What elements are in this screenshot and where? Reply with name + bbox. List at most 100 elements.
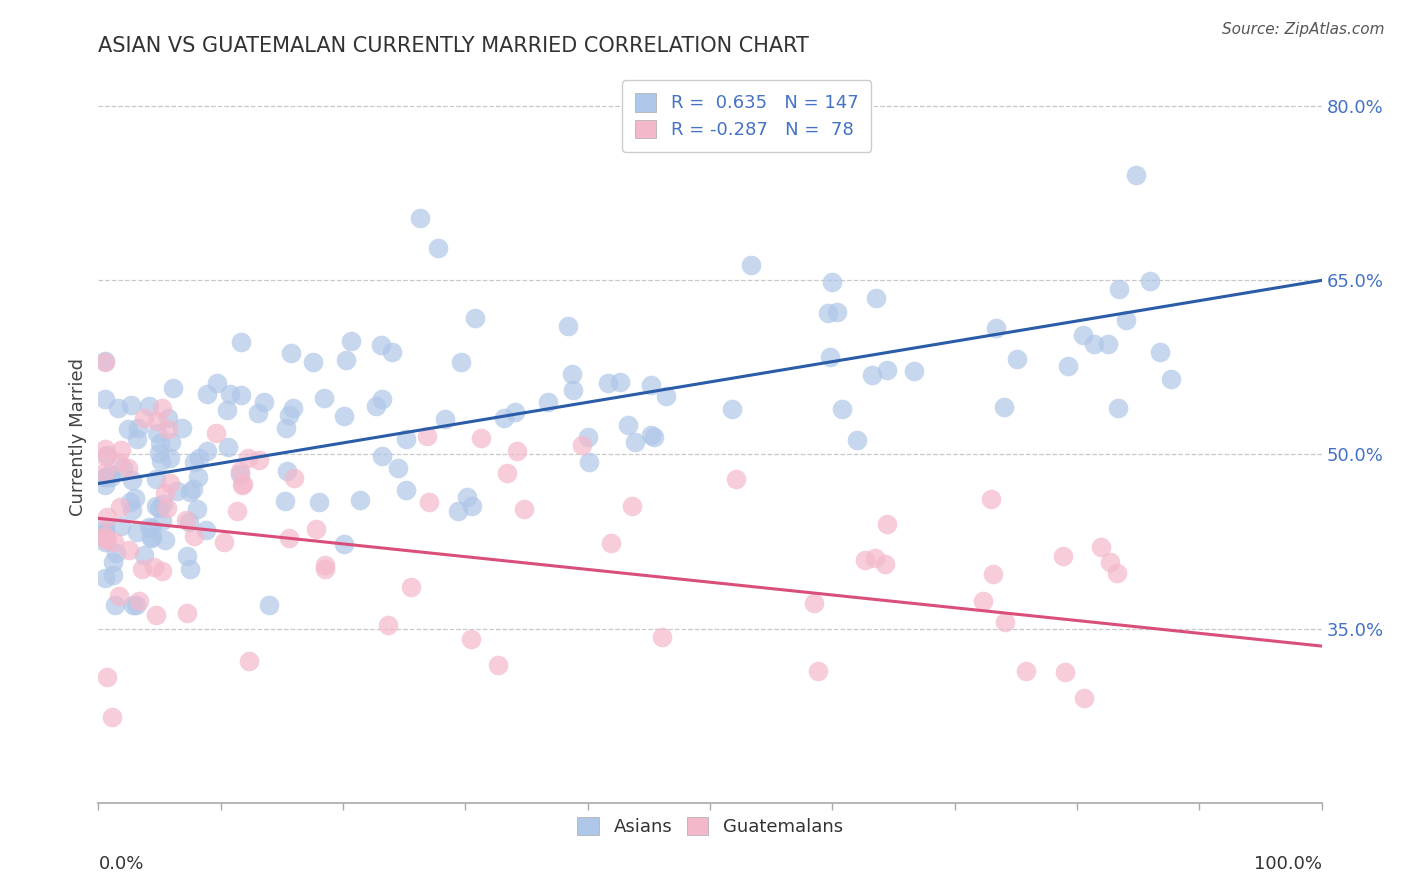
Point: [145, 500, 167, 514]
Point: [447, 504, 470, 518]
Point: [231, 334, 253, 349]
Point: [187, 451, 209, 466]
Point: [620, 500, 643, 514]
Point: [159, 451, 181, 466]
Point: [121, 503, 143, 517]
Point: [93, 466, 115, 480]
Point: [156, 410, 179, 425]
Point: [160, 434, 183, 449]
Point: [302, 355, 325, 369]
Point: [93, 478, 115, 492]
Point: [876, 362, 898, 376]
Point: [174, 513, 197, 527]
Point: [281, 401, 304, 415]
Point: [179, 562, 201, 576]
Point: [122, 599, 145, 613]
Point: [176, 549, 198, 563]
Point: [276, 464, 298, 478]
Point: [1057, 359, 1080, 373]
Point: [387, 460, 409, 475]
Point: [609, 375, 631, 389]
Point: [624, 434, 647, 449]
Point: [236, 450, 259, 465]
Point: [1139, 274, 1161, 288]
Point: [643, 430, 665, 444]
Point: [1149, 344, 1171, 359]
Point: [142, 560, 165, 574]
Point: [818, 350, 841, 364]
Point: [571, 438, 593, 452]
Point: [1073, 328, 1095, 343]
Point: [253, 395, 276, 409]
Point: [1054, 665, 1077, 679]
Point: [107, 401, 129, 416]
Point: [1108, 283, 1130, 297]
Point: [117, 461, 139, 475]
Point: [179, 485, 201, 500]
Point: [503, 405, 526, 419]
Point: [1052, 549, 1074, 563]
Point: [183, 455, 205, 469]
Point: [418, 495, 440, 509]
Point: [496, 466, 519, 480]
Point: [1073, 691, 1095, 706]
Point: [96, 448, 118, 462]
Point: [450, 354, 472, 368]
Point: [176, 606, 198, 620]
Point: [817, 306, 839, 320]
Point: [118, 542, 141, 557]
Point: [456, 490, 478, 504]
Point: [238, 654, 260, 668]
Point: [94, 529, 117, 543]
Point: [128, 594, 150, 608]
Point: [486, 657, 509, 672]
Point: [825, 305, 848, 319]
Point: [146, 415, 169, 429]
Point: [903, 364, 925, 378]
Point: [146, 425, 169, 440]
Point: [195, 443, 218, 458]
Point: [96, 533, 118, 548]
Point: [93, 442, 115, 456]
Point: [98, 467, 121, 481]
Point: [640, 377, 662, 392]
Point: [560, 367, 582, 381]
Point: [274, 421, 297, 435]
Text: Source: ZipAtlas.com: Source: ZipAtlas.com: [1222, 22, 1385, 37]
Point: [557, 319, 579, 334]
Point: [195, 387, 218, 401]
Point: [149, 435, 172, 450]
Point: [381, 344, 404, 359]
Point: [972, 593, 994, 607]
Point: [1107, 401, 1129, 415]
Point: [104, 599, 127, 613]
Point: [981, 567, 1004, 582]
Point: [278, 408, 301, 422]
Point: [863, 550, 886, 565]
Point: [395, 483, 418, 498]
Point: [166, 483, 188, 498]
Point: [305, 522, 328, 536]
Point: [1125, 168, 1147, 182]
Point: [370, 449, 392, 463]
Point: [460, 632, 482, 647]
Point: [100, 470, 122, 484]
Point: [103, 535, 125, 549]
Point: [257, 599, 280, 613]
Point: [617, 417, 640, 432]
Point: [150, 401, 173, 415]
Point: [721, 402, 744, 417]
Point: [340, 334, 363, 348]
Point: [505, 444, 527, 458]
Point: [149, 454, 172, 468]
Point: [111, 461, 134, 475]
Point: [433, 412, 456, 426]
Point: [96, 670, 118, 684]
Point: [139, 531, 162, 545]
Point: [247, 453, 270, 467]
Point: [537, 395, 560, 409]
Text: 100.0%: 100.0%: [1254, 855, 1322, 873]
Point: [280, 346, 302, 360]
Point: [104, 546, 127, 560]
Point: [93, 354, 115, 368]
